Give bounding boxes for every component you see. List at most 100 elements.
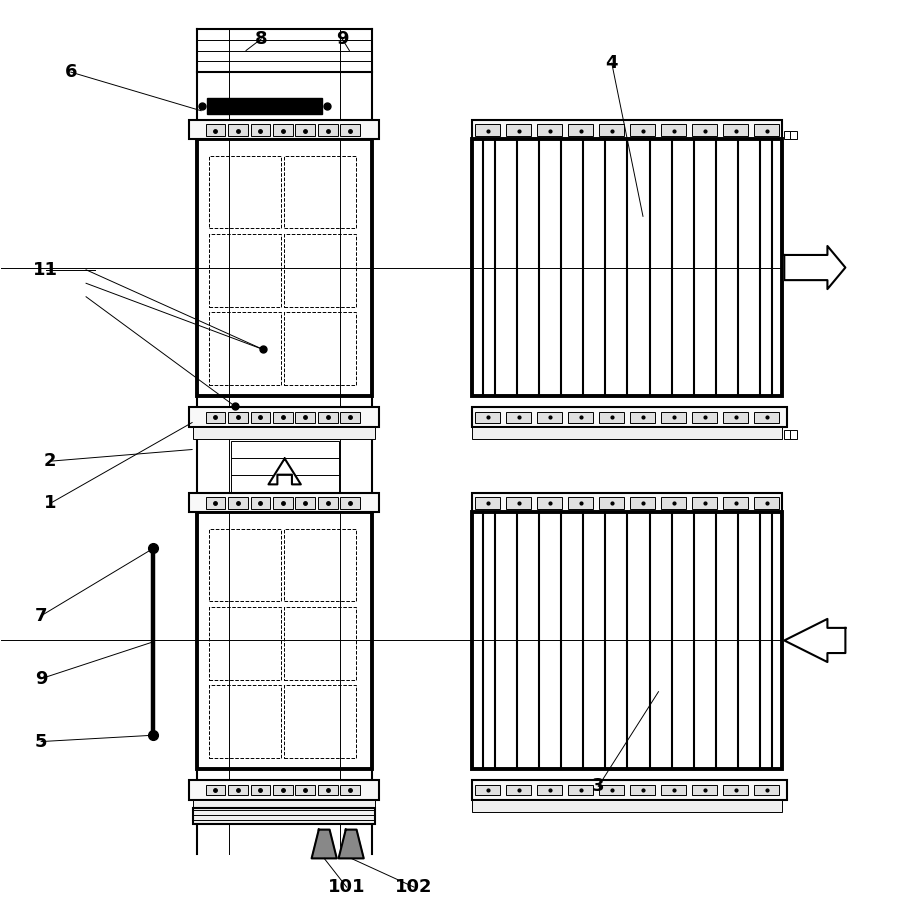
Bar: [250, 785, 270, 795]
Bar: [273, 412, 292, 423]
Text: 7: 7: [35, 607, 48, 624]
Bar: [318, 785, 338, 795]
Bar: [472, 427, 782, 438]
Bar: [754, 412, 778, 423]
Text: 1: 1: [44, 494, 57, 513]
Bar: [318, 124, 338, 136]
Bar: [475, 124, 500, 136]
Bar: [537, 124, 562, 136]
Bar: [295, 124, 315, 136]
Bar: [754, 497, 778, 509]
Bar: [284, 685, 356, 757]
Bar: [472, 800, 782, 812]
Bar: [692, 412, 717, 423]
Bar: [724, 785, 748, 795]
Bar: [472, 492, 782, 513]
Bar: [250, 412, 270, 423]
Bar: [472, 513, 782, 768]
Bar: [662, 785, 686, 795]
Bar: [537, 785, 562, 795]
Bar: [189, 780, 379, 800]
Bar: [472, 120, 782, 139]
Bar: [472, 780, 787, 800]
Bar: [228, 785, 248, 795]
Bar: [228, 124, 248, 136]
Bar: [537, 497, 562, 509]
Bar: [692, 785, 717, 795]
Bar: [209, 685, 281, 757]
Text: 9: 9: [35, 669, 48, 688]
Bar: [205, 785, 225, 795]
Text: 6: 6: [65, 63, 77, 81]
Bar: [189, 492, 379, 513]
Bar: [599, 124, 624, 136]
Text: 4: 4: [606, 54, 618, 72]
Bar: [295, 497, 315, 509]
Bar: [599, 785, 624, 795]
Bar: [340, 124, 360, 136]
Bar: [506, 124, 531, 136]
Bar: [506, 497, 531, 509]
Text: 9: 9: [336, 30, 348, 48]
Bar: [475, 785, 500, 795]
Bar: [189, 407, 379, 427]
Bar: [475, 412, 500, 423]
Bar: [599, 412, 624, 423]
Bar: [273, 124, 292, 136]
Bar: [205, 124, 225, 136]
Bar: [189, 120, 379, 139]
Bar: [193, 427, 375, 438]
Bar: [662, 497, 686, 509]
Polygon shape: [338, 830, 364, 858]
Bar: [630, 124, 655, 136]
Bar: [630, 412, 655, 423]
Bar: [472, 407, 787, 427]
Bar: [284, 312, 356, 385]
Bar: [295, 785, 315, 795]
Bar: [568, 412, 593, 423]
Bar: [692, 124, 717, 136]
Bar: [789, 430, 796, 438]
Bar: [724, 124, 748, 136]
Bar: [630, 785, 655, 795]
Bar: [209, 234, 281, 306]
Bar: [196, 513, 372, 768]
Bar: [250, 124, 270, 136]
Bar: [754, 785, 778, 795]
Bar: [284, 528, 356, 602]
Bar: [318, 497, 338, 509]
Text: 11: 11: [33, 260, 58, 279]
Bar: [475, 497, 500, 509]
Bar: [784, 430, 791, 438]
Bar: [209, 312, 281, 385]
Bar: [340, 497, 360, 509]
Bar: [662, 412, 686, 423]
Bar: [295, 412, 315, 423]
Bar: [506, 412, 531, 423]
Bar: [209, 156, 281, 228]
Bar: [340, 785, 360, 795]
Bar: [318, 412, 338, 423]
Text: 2: 2: [44, 452, 57, 470]
Bar: [754, 124, 778, 136]
Bar: [193, 800, 375, 812]
Bar: [273, 785, 292, 795]
Bar: [506, 785, 531, 795]
Bar: [284, 607, 356, 679]
Bar: [789, 130, 796, 139]
Bar: [209, 528, 281, 602]
Bar: [568, 785, 593, 795]
Bar: [599, 497, 624, 509]
Bar: [193, 808, 375, 824]
Bar: [273, 497, 292, 509]
Bar: [724, 412, 748, 423]
Bar: [205, 497, 225, 509]
Polygon shape: [784, 619, 845, 662]
Text: 3: 3: [592, 778, 605, 795]
Bar: [537, 412, 562, 423]
Bar: [724, 497, 748, 509]
Bar: [662, 124, 686, 136]
Text: 8: 8: [255, 30, 267, 48]
Polygon shape: [311, 830, 337, 858]
Text: 101: 101: [328, 878, 365, 896]
